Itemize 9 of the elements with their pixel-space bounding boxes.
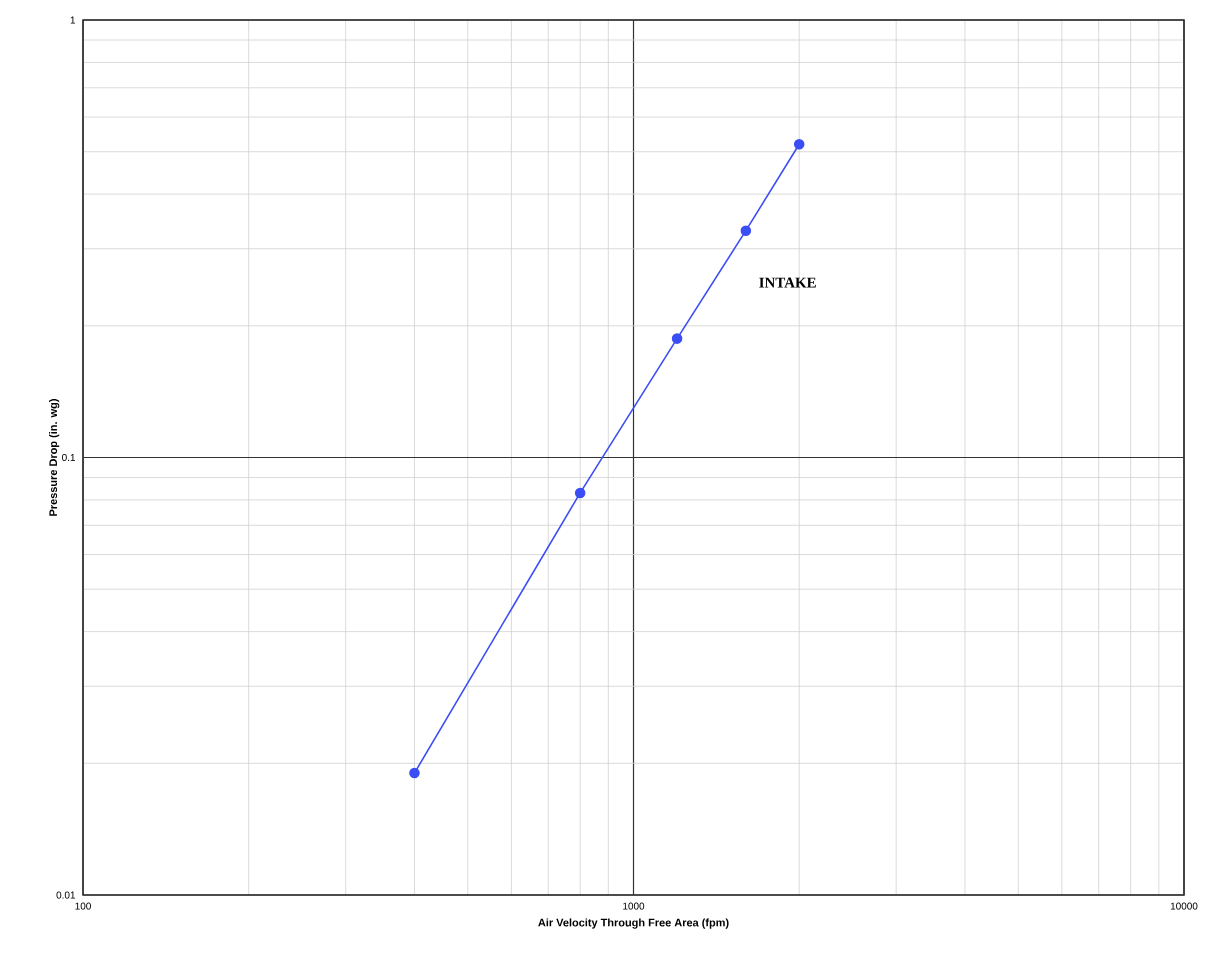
y-tick-label: 1 — [70, 16, 76, 24]
x-tick-label: 10000 — [1170, 902, 1198, 910]
y-tick-label: 0.1 — [62, 453, 76, 462]
y-axis-title: Pressure Drop (in. wg) — [49, 399, 60, 516]
annotation: INTAKE — [759, 277, 816, 288]
x-axis-title: Air Velocity Through Free Area (fpm) — [538, 918, 729, 929]
x-tick-label: 1000 — [623, 902, 645, 910]
x-tick-label: 100 — [75, 902, 91, 910]
y-tick-label: 0.01 — [56, 891, 76, 899]
